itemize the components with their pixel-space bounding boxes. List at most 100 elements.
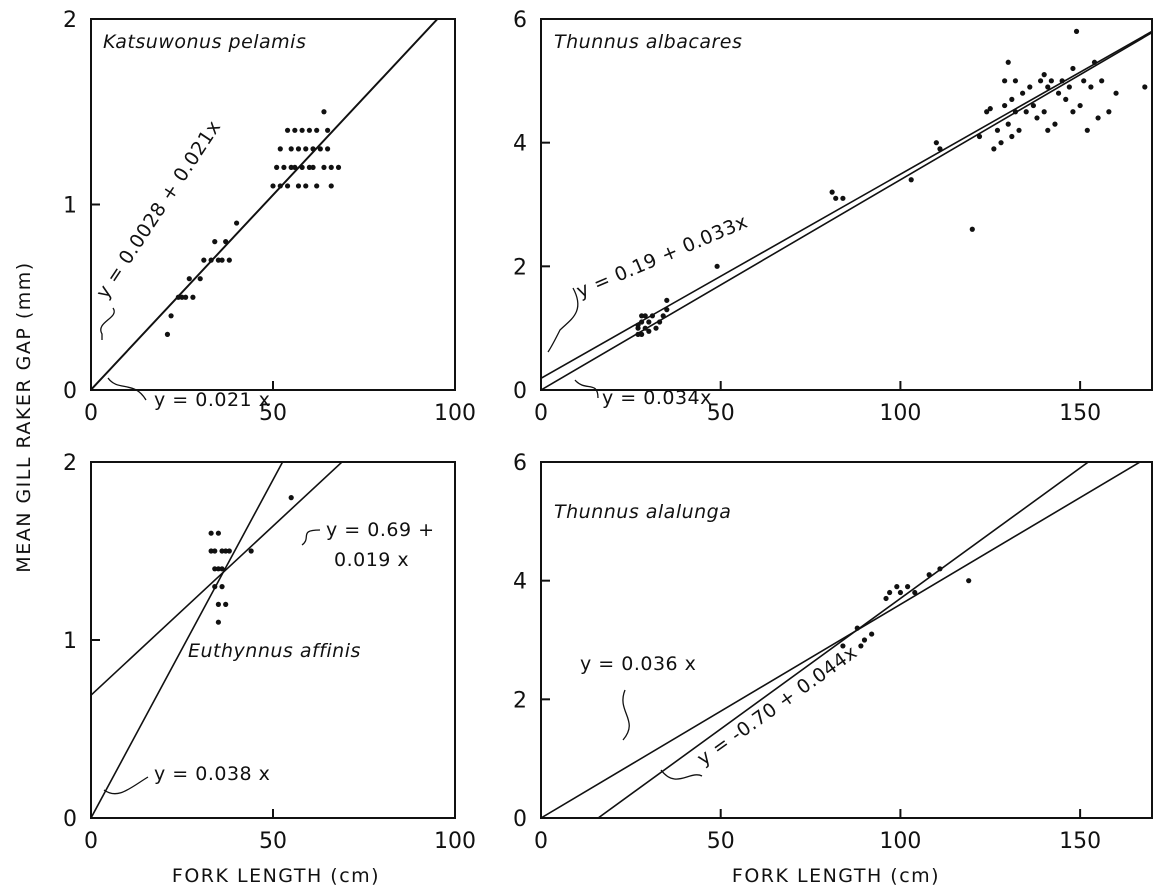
data-point (314, 127, 320, 133)
data-point (299, 164, 305, 170)
fit-line-2 (91, 19, 439, 390)
data-point (303, 146, 309, 152)
y-tick-label: 6 (513, 8, 527, 33)
data-point (991, 146, 997, 152)
data-point (328, 164, 334, 170)
data-point (1081, 78, 1087, 84)
panel-title: Thunnus albacares (554, 31, 742, 53)
data-point (1016, 127, 1022, 133)
data-point (1009, 133, 1015, 140)
data-point (1002, 78, 1008, 84)
data-point (714, 263, 720, 269)
data-point (1005, 121, 1011, 127)
equation-leader (103, 776, 149, 795)
data-point (277, 146, 283, 152)
data-point (310, 146, 316, 152)
data-point (649, 313, 656, 319)
data-point (987, 106, 993, 112)
data-point (208, 257, 214, 263)
data-point (317, 146, 323, 152)
data-point (190, 294, 196, 300)
x-tick-label: 0 (84, 829, 98, 854)
fit-equation-cont: 0.019 x (334, 549, 409, 571)
y-tick-label: 2 (63, 8, 77, 33)
data-point (1106, 109, 1112, 115)
panel-euthynnus: 0 50 100 0 1 2 Euthynnus affinis y = 0.69 + 0.01… (63, 451, 476, 854)
fit-equation: y = 0.0028 + 0.021x (92, 116, 226, 302)
data-point (223, 601, 229, 608)
data-point (328, 183, 334, 189)
data-point (897, 589, 904, 596)
data-point (1030, 102, 1036, 109)
x-tick-label: 100 (879, 401, 921, 426)
data-point (281, 164, 287, 170)
data-point (635, 322, 641, 328)
fit-equation: y = 0.038 x (154, 763, 270, 785)
data-point (248, 548, 254, 554)
data-point (215, 601, 221, 608)
plot-frame (540, 461, 1153, 819)
data-point (894, 584, 900, 590)
data-point (1070, 65, 1076, 72)
data-point (887, 589, 893, 596)
data-point (933, 140, 939, 146)
panel-katsuwonus: 0 50 100 0 1 2 Katsuwonus pelamis y = 0.0028 + … (63, 8, 476, 426)
data-point (653, 325, 659, 331)
data-point (1073, 28, 1080, 34)
data-point (208, 530, 214, 536)
data-point (321, 109, 327, 115)
data-point (223, 239, 229, 245)
fit-equation: y = 0.036 x (580, 653, 696, 675)
data-point (274, 164, 280, 170)
data-point (277, 183, 283, 189)
data-point (1095, 115, 1101, 121)
equation-leader (107, 377, 147, 401)
data-point (642, 325, 648, 331)
data-point (912, 589, 918, 596)
data-point (657, 319, 663, 325)
y-tick-label: 4 (513, 132, 527, 157)
data-point (288, 164, 294, 170)
panel-title: Thunnus alalunga (554, 501, 731, 523)
data-point (639, 319, 645, 325)
equation-leader (100, 307, 115, 340)
data-point (1012, 78, 1019, 84)
y-tick-label: 1 (63, 194, 77, 219)
data-point (646, 319, 652, 325)
data-point (270, 183, 276, 189)
data-point (212, 584, 218, 590)
data-point (642, 313, 648, 319)
plot-frame (540, 18, 1153, 391)
data-point (639, 331, 645, 337)
data-point (1088, 84, 1094, 90)
data-point (292, 127, 298, 133)
data-point (833, 195, 839, 201)
data-point (183, 294, 189, 300)
panel-alalunga: 0 50 100 150 0 2 4 6 Thunnus alalunga y = 0.036 x… (513, 451, 1153, 854)
x-tick-label: 0 (534, 401, 548, 426)
data-point (861, 637, 868, 643)
data-point (908, 177, 914, 183)
data-point (288, 146, 294, 152)
data-point (639, 313, 645, 319)
data-point (1113, 90, 1119, 96)
data-point (164, 331, 171, 337)
data-point (1099, 78, 1105, 84)
fit-line-2 (596, 462, 1090, 818)
data-point (1041, 109, 1047, 115)
data-point (175, 294, 181, 300)
data-point (288, 495, 294, 501)
data-point (869, 631, 875, 637)
fit-line-2 (91, 462, 284, 818)
data-point (994, 127, 1001, 133)
data-point (197, 276, 203, 282)
data-point (219, 584, 225, 590)
data-point (1045, 84, 1051, 90)
fit-line-1 (91, 462, 344, 696)
data-point (1027, 84, 1033, 90)
equation-leader (301, 529, 321, 546)
data-point (1063, 96, 1069, 102)
fit-equation: y = 0.034x (602, 387, 712, 409)
data-point (976, 133, 983, 140)
